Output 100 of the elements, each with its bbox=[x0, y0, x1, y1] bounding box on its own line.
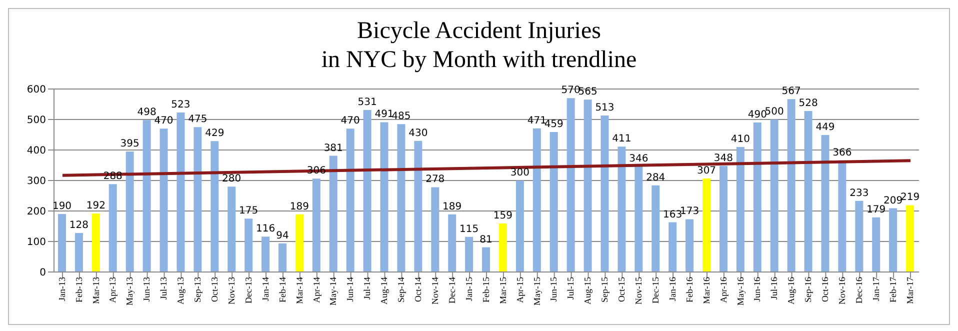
bar bbox=[431, 187, 440, 272]
x-tick-label: Sep-16 bbox=[803, 276, 814, 302]
y-tick-label: 300 bbox=[26, 176, 46, 188]
bar bbox=[58, 214, 66, 272]
data-label: 278 bbox=[426, 174, 445, 186]
x-tick-label: Apr-14 bbox=[311, 276, 322, 303]
data-label: 189 bbox=[442, 201, 462, 212]
x-tick-label: Jul-14 bbox=[362, 276, 372, 300]
data-label: 116 bbox=[256, 224, 276, 235]
data-label: 173 bbox=[680, 206, 700, 218]
x-tick-label: Oct-16 bbox=[820, 276, 830, 302]
data-label: 513 bbox=[595, 102, 614, 114]
data-label: 490 bbox=[748, 110, 767, 121]
data-label: 570 bbox=[561, 85, 580, 96]
data-label: 523 bbox=[171, 99, 190, 110]
bar bbox=[194, 127, 202, 272]
bar bbox=[482, 247, 490, 272]
bar bbox=[804, 110, 812, 272]
x-tick-label: Sep-15 bbox=[600, 276, 610, 302]
x-tick-label: Feb-17 bbox=[888, 276, 898, 302]
x-tick-label: Dec-15 bbox=[650, 276, 660, 304]
x-tick-label: Feb-14 bbox=[277, 276, 288, 302]
x-tick-label: Oct-13 bbox=[210, 276, 220, 302]
x-tick-label: Jun-14 bbox=[345, 276, 356, 302]
x-tick-label: Sep-13 bbox=[192, 276, 203, 302]
bar bbox=[363, 110, 372, 272]
data-label: 381 bbox=[324, 142, 343, 154]
data-label: 233 bbox=[850, 188, 869, 199]
x-tick-label: Apr-15 bbox=[514, 276, 525, 303]
bar bbox=[295, 214, 304, 272]
bar bbox=[498, 224, 507, 272]
bar bbox=[736, 146, 744, 272]
bar bbox=[787, 99, 796, 272]
bar bbox=[634, 166, 643, 272]
chart-title: Bicycle Accident Injuries in NYC by Month with trendline bbox=[320, 17, 638, 75]
x-tick-label: Nov-16 bbox=[837, 276, 848, 304]
y-tick-label: 200 bbox=[26, 206, 46, 218]
bar bbox=[278, 243, 286, 272]
bar bbox=[210, 141, 219, 272]
bar bbox=[600, 116, 609, 272]
bar bbox=[126, 152, 134, 272]
bar bbox=[652, 185, 660, 272]
bar bbox=[753, 122, 762, 272]
data-label: 209 bbox=[884, 195, 903, 206]
x-tick-label: Mar-16 bbox=[701, 276, 712, 304]
x-tick-label: Mar-15 bbox=[498, 276, 508, 304]
data-label: 163 bbox=[663, 209, 682, 220]
bar bbox=[668, 222, 677, 272]
x-tick-label: Jul-15 bbox=[566, 276, 576, 300]
data-label: 411 bbox=[612, 134, 632, 145]
x-tick-label: Jul-16 bbox=[769, 276, 780, 300]
y-tick-label: 100 bbox=[26, 237, 46, 248]
data-label: 94 bbox=[276, 230, 289, 242]
y-tick-label: 0 bbox=[40, 268, 46, 279]
x-tick-label: Jan-16 bbox=[667, 276, 678, 301]
data-label: 430 bbox=[408, 128, 428, 139]
bar bbox=[160, 128, 168, 272]
x-tick-label: Nov-15 bbox=[634, 276, 644, 304]
x-tick-label: May-13 bbox=[124, 276, 135, 306]
y-tick-label: 500 bbox=[26, 115, 46, 126]
bar bbox=[855, 200, 864, 272]
bar bbox=[346, 128, 354, 272]
x-tick-label: Apr-16 bbox=[718, 276, 728, 303]
bar bbox=[702, 178, 711, 272]
data-label: 115 bbox=[460, 224, 479, 235]
bar bbox=[142, 120, 151, 272]
bar bbox=[414, 140, 422, 272]
data-label: 565 bbox=[578, 86, 598, 98]
bar bbox=[329, 156, 338, 272]
data-label: 410 bbox=[730, 134, 750, 145]
data-label: 192 bbox=[86, 200, 106, 212]
data-label: 470 bbox=[154, 116, 174, 127]
data-label: 449 bbox=[816, 122, 835, 134]
data-label: 175 bbox=[239, 206, 258, 217]
bar bbox=[550, 132, 558, 272]
bar bbox=[719, 166, 728, 272]
bar bbox=[108, 184, 117, 272]
data-label: 366 bbox=[832, 147, 852, 158]
data-label: 280 bbox=[222, 174, 242, 185]
data-label: 429 bbox=[205, 128, 224, 140]
bar bbox=[584, 100, 592, 272]
x-tick-label: Nov-13 bbox=[226, 276, 236, 304]
data-label: 528 bbox=[798, 98, 818, 109]
x-tick-label: Jan-14 bbox=[260, 276, 270, 301]
bar bbox=[872, 217, 880, 272]
x-tick-label: Jul-13 bbox=[158, 276, 169, 300]
y-tick-label: 400 bbox=[26, 146, 46, 157]
bar bbox=[448, 214, 456, 272]
x-tick-label: Jun-16 bbox=[752, 276, 762, 302]
bar bbox=[686, 219, 694, 272]
bar bbox=[262, 236, 270, 272]
bar bbox=[397, 124, 406, 272]
data-label: 459 bbox=[544, 119, 564, 130]
x-tick-label: Jun-15 bbox=[548, 276, 559, 302]
x-tick-label: Dec-14 bbox=[446, 276, 457, 304]
data-label: 348 bbox=[714, 152, 734, 164]
bar bbox=[618, 146, 626, 272]
x-tick-label: Aug-13 bbox=[176, 276, 186, 304]
bar bbox=[312, 178, 320, 272]
x-tick-label: Nov-14 bbox=[430, 276, 440, 304]
